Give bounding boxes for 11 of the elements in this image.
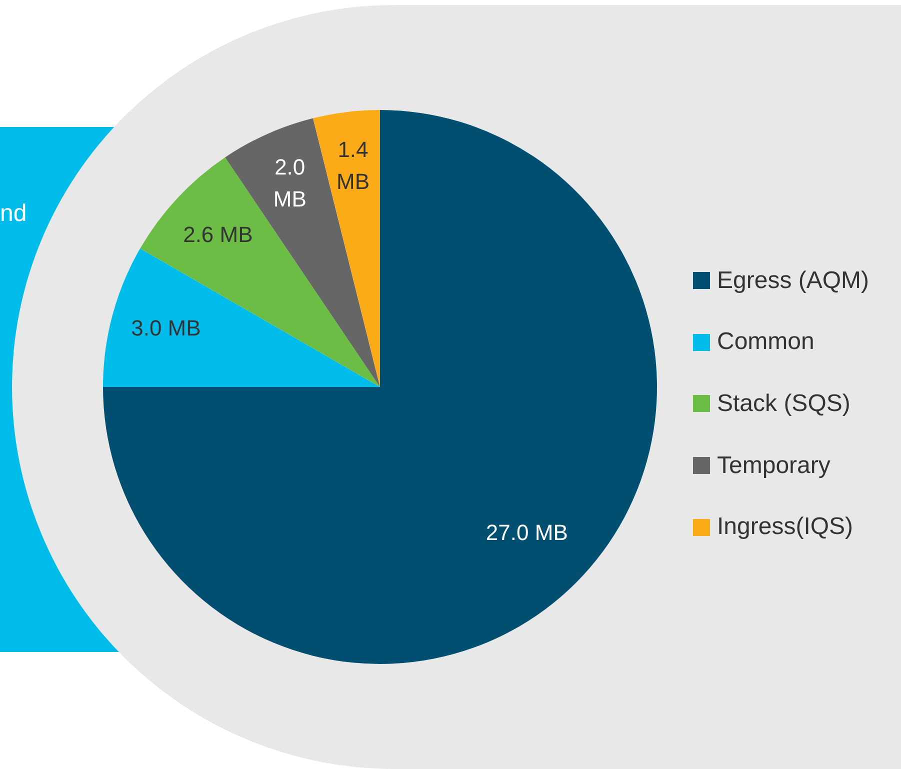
legend-label: Ingress(IQS) xyxy=(717,513,854,542)
text: nd xyxy=(0,200,27,228)
legend-label: Temporary xyxy=(717,452,830,480)
data-label: 1.4 MB xyxy=(336,137,370,194)
data-label: 2.0 MB xyxy=(273,154,306,212)
data-label: 27.0 MB xyxy=(486,520,568,545)
data-label: 3.0 MB xyxy=(131,316,201,341)
legend-label: Stack (SQS) xyxy=(717,390,850,418)
legend-label: Egress (AQM) xyxy=(717,266,870,295)
legend-label: Common xyxy=(717,328,814,356)
data-label: 2.6 MB xyxy=(183,222,253,247)
